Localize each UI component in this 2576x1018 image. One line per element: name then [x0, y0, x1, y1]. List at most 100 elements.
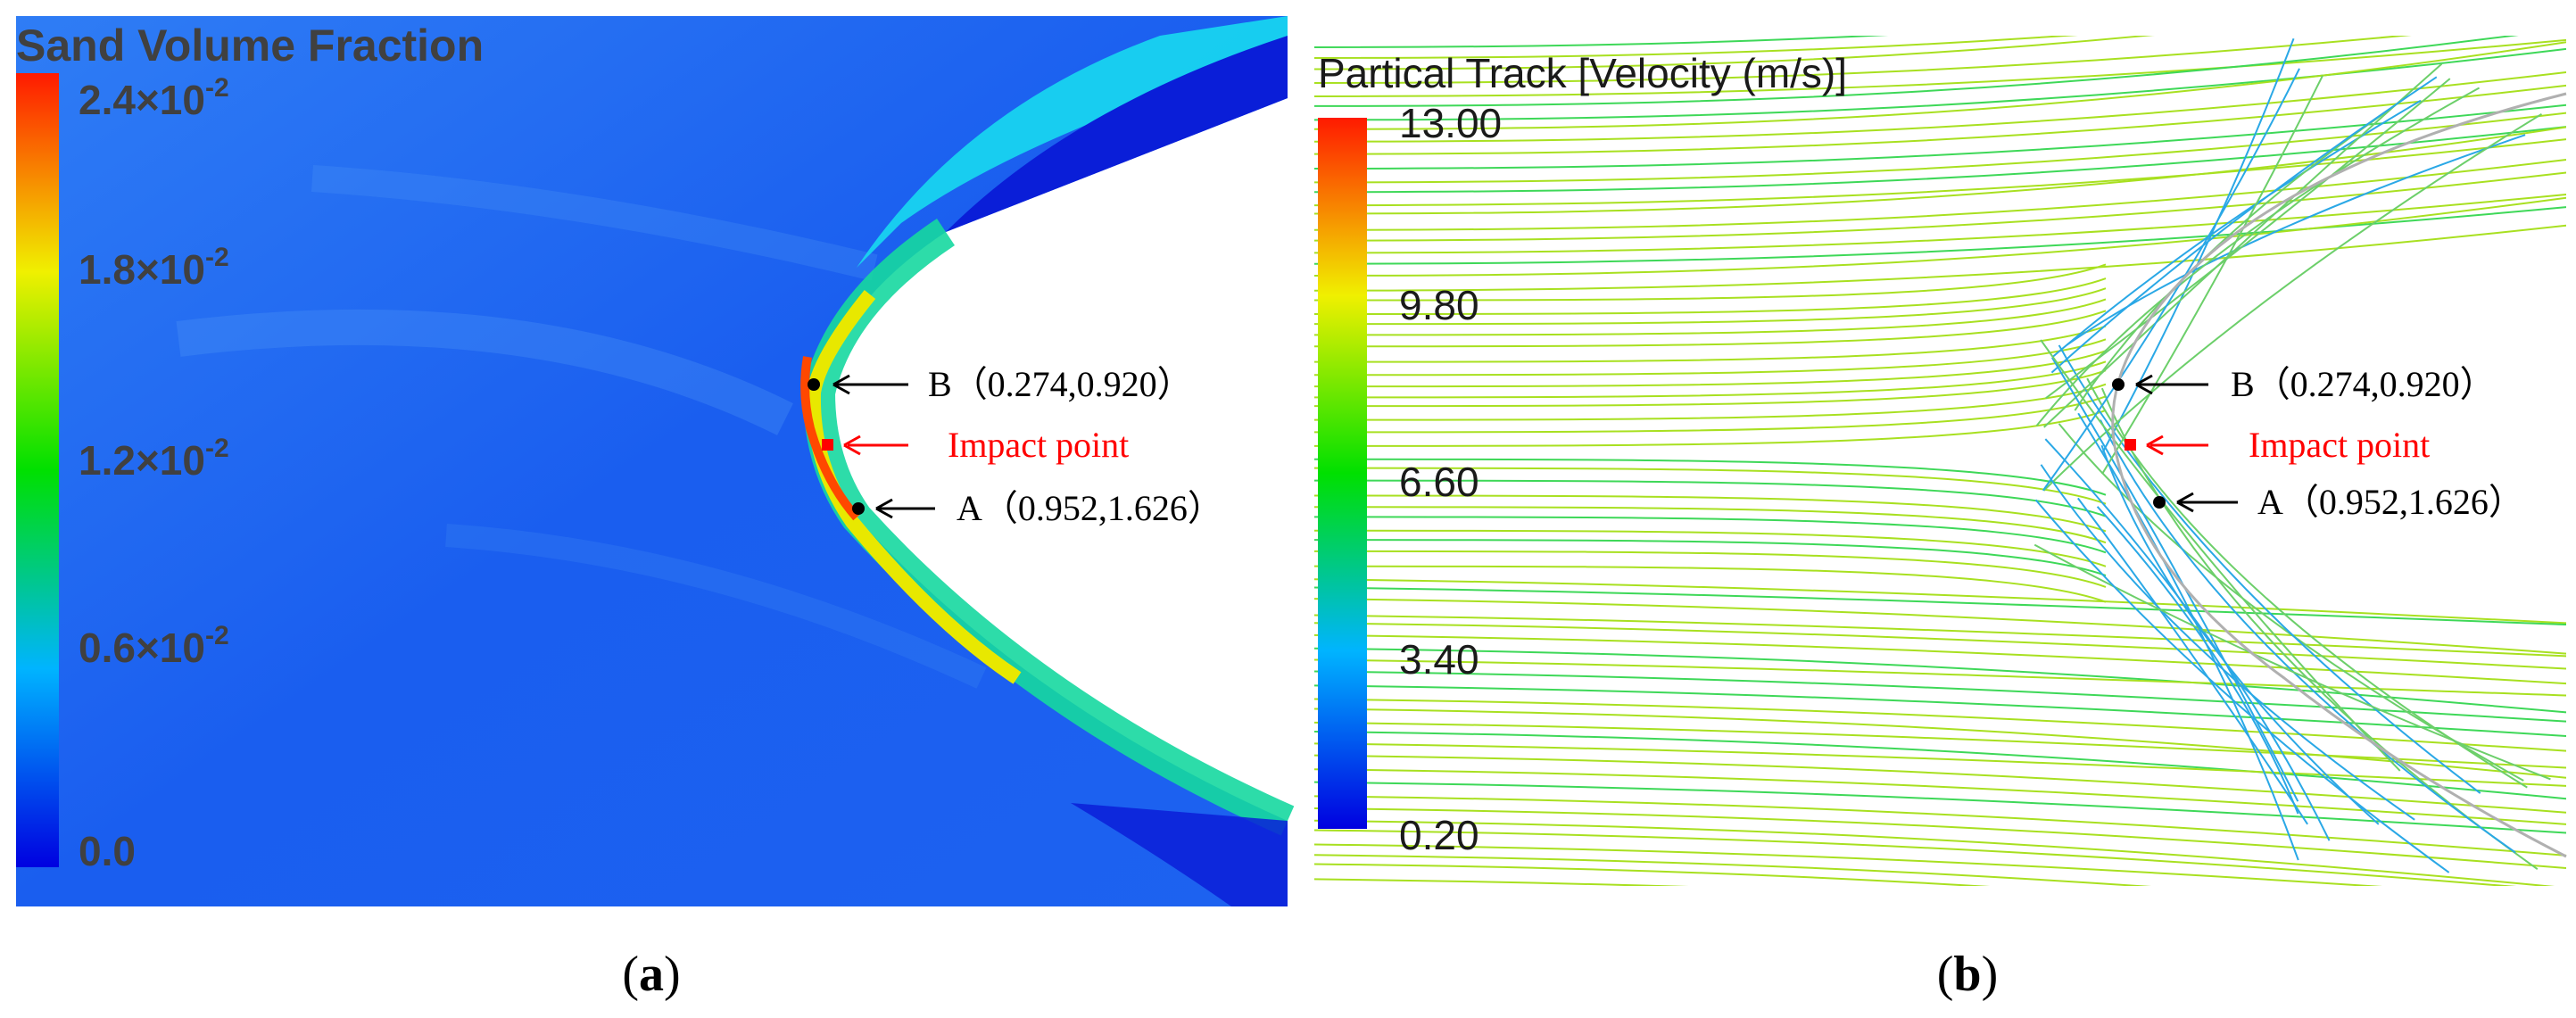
rebound-track [2096, 506, 2299, 815]
particle-track [1314, 819, 2555, 886]
particle-track [1314, 287, 2107, 326]
rebound-track [2077, 412, 2299, 861]
rebound-track [2040, 339, 2401, 772]
tick-label: 1.8×10-2 [79, 243, 229, 293]
particle-track [1314, 807, 2566, 870]
point-b-label: B（0.274,0.920） [2231, 364, 2496, 404]
point-a-annotation-b: A（0.952,1.626） [2153, 482, 2524, 522]
particle-track [1314, 350, 2107, 388]
particle-track [1314, 36, 2519, 107]
particle-track [1314, 41, 2566, 130]
obstacle-outline [2111, 92, 2567, 858]
particle-track [1314, 310, 2107, 348]
particle-track [1314, 721, 2566, 769]
particle-track [1314, 598, 2566, 655]
point-b-marker [808, 378, 820, 391]
rebound-track [2045, 78, 2451, 400]
particle-track [1314, 768, 2566, 825]
legend-title-b: Partical Track [Velocity (m/s)] [1318, 50, 1847, 96]
arrow-head [832, 374, 850, 395]
particle-track [1314, 206, 2566, 265]
particle-track [1314, 479, 2107, 517]
particle-track [1314, 36, 2155, 70]
caption-b: (b) [1937, 947, 1998, 1002]
point-a-marker [852, 502, 865, 515]
colorbar-b [1318, 118, 1367, 829]
particle-track [1314, 38, 2566, 97]
flow-streak [311, 165, 878, 281]
rebound-track [2100, 419, 2516, 854]
particle-track [1314, 730, 2566, 800]
particle-track [1314, 383, 2107, 421]
particle-track [1314, 360, 2107, 399]
particle-track [1314, 263, 2107, 302]
point-b-marker [2112, 378, 2125, 391]
panel-b: Partical Track [Velocity (m/s)] 13.00 9.… [1314, 36, 2567, 1002]
particle-track [1314, 506, 2107, 544]
tick-label: 6.60 [1399, 459, 1479, 505]
impact-label: Impact point [2249, 425, 2430, 465]
particle-track [1314, 854, 2152, 886]
particle-track [1314, 878, 1690, 886]
particle-track [1314, 409, 2107, 447]
rebound-track [2100, 387, 2539, 870]
rebound-track [2033, 543, 2551, 781]
flow-streak [176, 309, 793, 435]
obstacle-body [819, 98, 1288, 821]
particle-track [1314, 658, 2566, 697]
arrow-head [2146, 435, 2164, 456]
point-a-annotation-a: A（0.952,1.626） [852, 488, 1223, 528]
particle-track [1314, 112, 2566, 184]
tick-label: 13.00 [1399, 100, 1502, 146]
legend-title-a: Sand Volume Fraction [16, 21, 484, 70]
particle-track [1314, 708, 2566, 779]
particle-track [1314, 843, 2383, 886]
particle-track [1314, 84, 2566, 155]
particle-track [1314, 224, 2566, 292]
impact-marker [2125, 439, 2136, 451]
particle-track [1314, 196, 2566, 277]
impact-marker [822, 439, 833, 451]
rebound-track [2058, 344, 2481, 794]
rebound-track [2050, 357, 2299, 802]
rebound-track [2034, 499, 2450, 873]
rebound-track [2100, 444, 2380, 825]
rebound-track [2044, 438, 2331, 841]
tick-label: 3.40 [1399, 636, 1479, 683]
particle-track [1314, 614, 2566, 658]
arrow-head [2176, 492, 2194, 513]
particle-track [1314, 781, 2566, 834]
arrow-head [843, 435, 861, 456]
particle-tracks [1314, 36, 2566, 886]
particle-track [1314, 277, 2107, 316]
particle-track [1314, 539, 2107, 577]
particle-track [1314, 754, 2566, 814]
particle-track [1314, 829, 2517, 886]
particle-track [1314, 578, 2566, 625]
particle-track [1314, 36, 2413, 84]
particle-track [1314, 633, 2566, 685]
point-a-label: A（0.952,1.626） [2257, 482, 2524, 522]
rebound-track [2077, 497, 2308, 825]
colorbar-ticks-b: 13.00 9.80 6.60 3.40 0.20 [1399, 100, 1502, 858]
particle-track [1314, 369, 2107, 408]
point-a-label: A（0.952,1.626） [957, 488, 1223, 528]
arrow-head [2135, 374, 2153, 395]
tick-label: 0.20 [1399, 812, 1479, 858]
flow-streak [445, 524, 987, 689]
lower-right-wedge [1071, 803, 1288, 906]
particle-track [1314, 670, 2566, 723]
particle-track [1314, 70, 2566, 143]
particle-track [1314, 647, 2566, 714]
particle-track [1314, 550, 2107, 588]
particle-track [1314, 171, 2566, 242]
particle-track [1314, 565, 2107, 603]
impact-label: Impact point [948, 425, 1129, 465]
arrow-head [875, 498, 893, 519]
particle-track [1314, 586, 2566, 626]
tick-label: 9.80 [1399, 282, 1479, 328]
point-b-annotation-a: B（0.274,0.920） [808, 364, 1193, 404]
tick-label: 1.2×10-2 [79, 434, 229, 484]
particle-track [1314, 795, 2566, 857]
tick-label: 0.6×10-2 [79, 621, 229, 671]
